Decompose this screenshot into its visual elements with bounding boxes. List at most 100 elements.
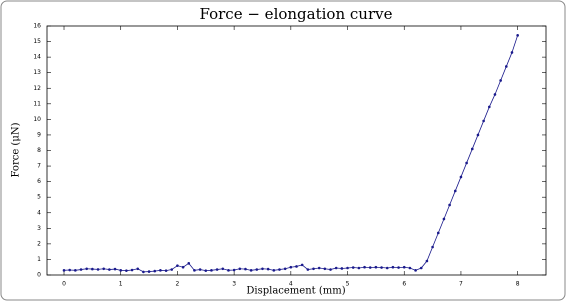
data-point (510, 51, 514, 54)
data-point (317, 266, 321, 270)
y-tick-label: 12 (33, 85, 41, 92)
y-axis-label: Force (μN) (11, 122, 22, 177)
data-point (249, 269, 253, 272)
data-point (499, 79, 502, 82)
data-point (68, 268, 71, 272)
data-point (96, 268, 100, 271)
data-point (385, 266, 389, 270)
data-point (487, 105, 491, 109)
data-point (453, 189, 457, 193)
data-point (408, 266, 412, 270)
data-point (329, 268, 332, 271)
data-point (159, 269, 162, 272)
data-point (295, 265, 298, 268)
x-tick-label: 7 (459, 281, 463, 288)
data-point (215, 268, 219, 271)
x-tick-label: 6 (402, 281, 406, 288)
x-tick-label: 8 (516, 281, 520, 288)
y-tick-label: 4 (37, 209, 41, 216)
data-point (147, 270, 151, 273)
data-point (164, 269, 168, 272)
data-point (476, 133, 480, 137)
data-point (85, 267, 88, 271)
data-point (340, 267, 344, 270)
data-point (312, 267, 315, 271)
y-tick-label: 11 (33, 100, 41, 107)
data-point (431, 245, 434, 249)
x-tick-label: 3 (232, 281, 236, 288)
x-tick-label: 4 (289, 281, 293, 288)
data-point (255, 268, 259, 271)
x-tick-label: 5 (346, 281, 350, 288)
data-point (300, 263, 304, 267)
data-point (397, 266, 400, 269)
y-tick-label: 14 (33, 54, 41, 61)
plot-area (46, 25, 547, 276)
y-tick-label: 1 (37, 256, 41, 263)
data-point (436, 231, 440, 235)
data-point (357, 266, 361, 270)
data-point (334, 266, 338, 270)
data-point (368, 266, 372, 269)
data-point (419, 266, 423, 270)
x-axis-label: Displacement (mm) (246, 286, 345, 297)
data-point (505, 65, 508, 68)
data-point (442, 217, 446, 221)
data-point (204, 269, 208, 272)
data-point (91, 267, 94, 271)
x-tick-label: 0 (62, 281, 66, 288)
data-point (289, 265, 293, 269)
data-point (221, 267, 225, 271)
x-tick-label: 1 (119, 281, 123, 288)
data-point (181, 265, 185, 269)
series-line (63, 35, 519, 273)
data-point (153, 269, 157, 273)
data-point (74, 269, 77, 272)
data-point (142, 270, 145, 274)
data-point (170, 268, 174, 271)
data-point (266, 267, 270, 271)
y-tick-label: 5 (37, 194, 41, 201)
data-point (306, 268, 310, 271)
y-tick-label: 13 (33, 69, 41, 76)
y-tick-label: 7 (37, 163, 41, 170)
data-point (187, 262, 191, 265)
data-point (323, 267, 327, 271)
data-point (193, 269, 196, 272)
data-point (402, 265, 406, 269)
y-tick-label: 9 (37, 131, 41, 138)
data-point (238, 267, 242, 271)
data-point (79, 268, 83, 271)
data-point (278, 268, 281, 271)
y-tick-label: 3 (37, 225, 41, 232)
data-point (108, 268, 111, 271)
y-tick-label: 2 (37, 240, 41, 247)
data-point (425, 259, 429, 263)
data-point (227, 269, 230, 272)
data-point (125, 269, 128, 272)
data-point (516, 34, 519, 37)
data-point (363, 265, 366, 269)
y-tick-label: 10 (33, 116, 41, 123)
x-tick-label: 2 (176, 281, 180, 288)
data-point (391, 265, 395, 269)
data-point (493, 93, 497, 96)
data-point (210, 269, 213, 272)
chart-title: Force − elongation curve (200, 5, 393, 23)
data-point (130, 268, 134, 272)
data-point (380, 266, 383, 269)
y-tick-label: 15 (33, 38, 41, 45)
data-point (261, 267, 264, 271)
y-tick-label: 0 (37, 272, 41, 279)
data-point (414, 269, 417, 272)
data-point (465, 161, 468, 165)
data-point (244, 267, 247, 271)
data-point (346, 266, 349, 270)
data-point (198, 268, 202, 271)
data-point (136, 267, 140, 271)
data-point (102, 267, 106, 271)
data-point (351, 266, 355, 269)
y-tick-label: 8 (37, 147, 41, 154)
